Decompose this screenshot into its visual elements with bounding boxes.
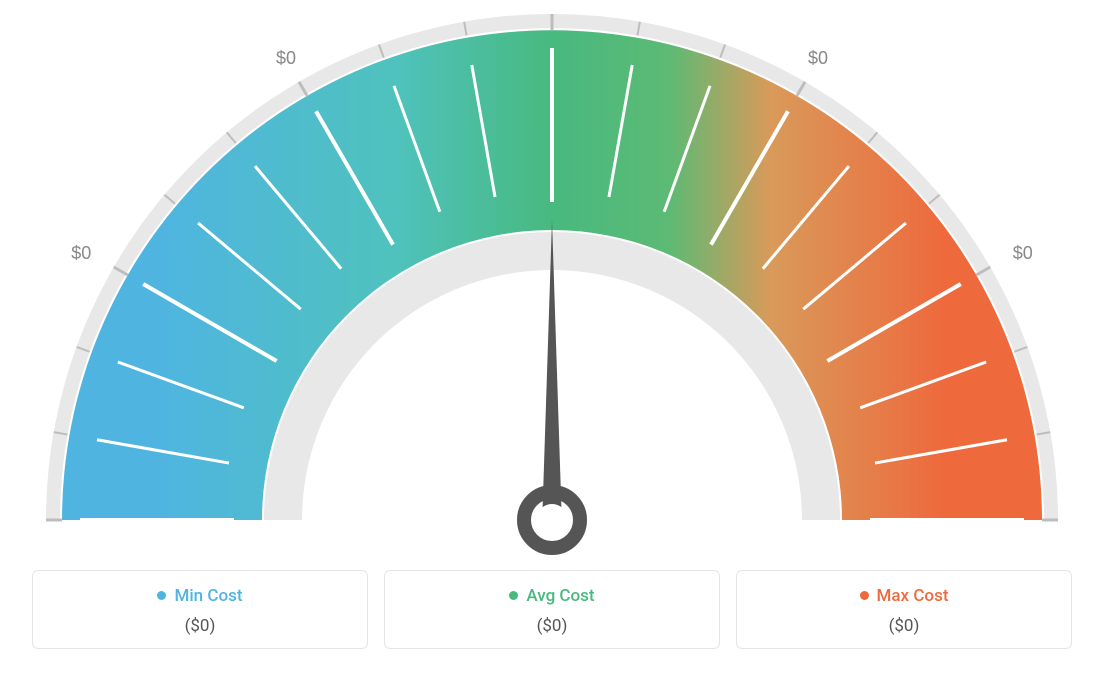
- legend-card-min: Min Cost ($0): [32, 570, 368, 649]
- legend-text-max: Max Cost: [877, 586, 949, 606]
- svg-text:$0: $0: [71, 243, 91, 263]
- cost-gauge-container: $0$0$0$0$0$0$0 Min Cost ($0) Avg Cost ($…: [0, 0, 1104, 690]
- svg-text:$0: $0: [276, 48, 296, 68]
- legend-dot-min: [157, 591, 166, 600]
- legend-label-max: Max Cost: [860, 586, 949, 606]
- legend-dot-max: [860, 591, 869, 600]
- svg-text:$0: $0: [808, 48, 828, 68]
- svg-text:$0: $0: [1013, 243, 1033, 263]
- gauge-chart: $0$0$0$0$0$0$0: [20, 0, 1084, 560]
- legend-row: Min Cost ($0) Avg Cost ($0) Max Cost ($0…: [20, 570, 1084, 649]
- legend-value-max: ($0): [747, 616, 1061, 636]
- legend-text-min: Min Cost: [174, 586, 242, 606]
- legend-card-avg: Avg Cost ($0): [384, 570, 720, 649]
- legend-dot-avg: [509, 591, 518, 600]
- legend-card-max: Max Cost ($0): [736, 570, 1072, 649]
- gauge-svg: $0$0$0$0$0$0$0: [20, 0, 1084, 560]
- legend-label-avg: Avg Cost: [509, 586, 594, 606]
- legend-value-avg: ($0): [395, 616, 709, 636]
- legend-value-min: ($0): [43, 616, 357, 636]
- legend-text-avg: Avg Cost: [526, 586, 594, 606]
- legend-label-min: Min Cost: [157, 586, 242, 606]
